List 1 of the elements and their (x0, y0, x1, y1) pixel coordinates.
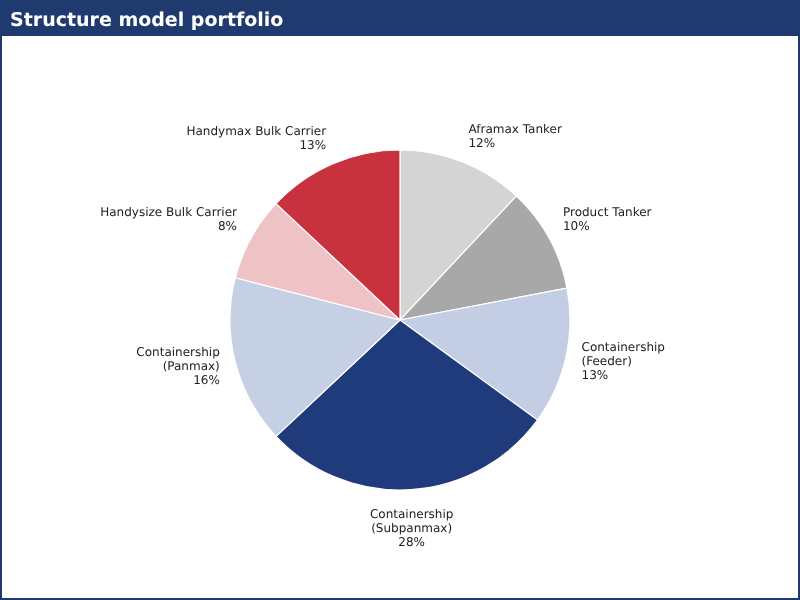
chart-title: Structure model portfolio (10, 10, 285, 32)
